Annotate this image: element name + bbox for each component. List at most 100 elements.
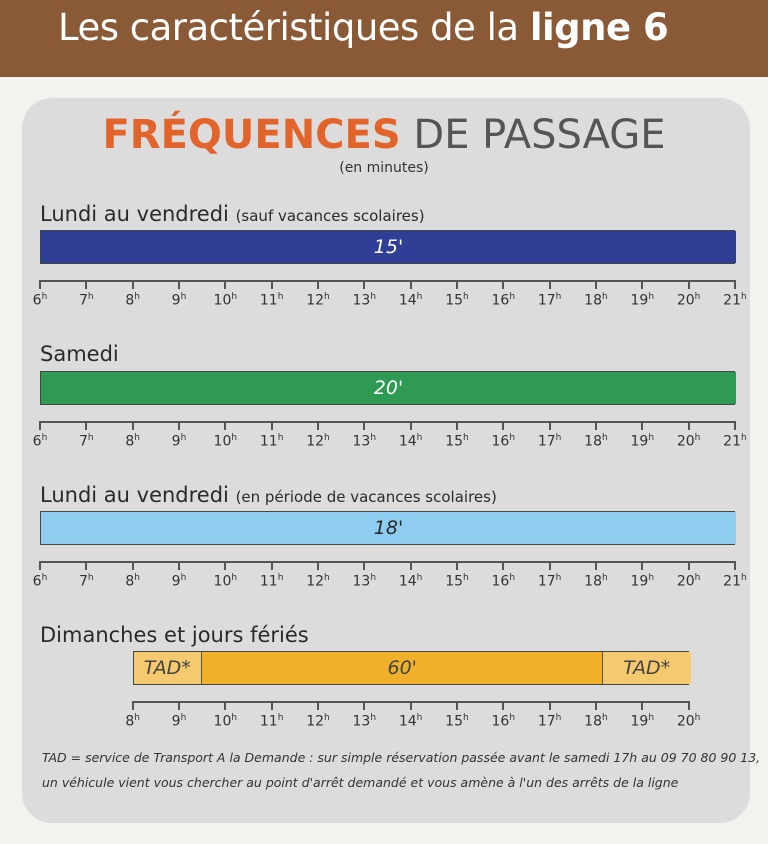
axis-tick-label: 7h xyxy=(79,292,94,309)
axis-tick-label: 15h xyxy=(445,573,469,590)
axis-tick xyxy=(455,421,458,430)
section-note: (en période de vacances scolaires) xyxy=(235,488,497,506)
main-title: FRÉQUENCES DE PASSAGE xyxy=(0,112,768,158)
time-axis: 6h 7h 8h 9h 10h 11h 12h 13h 14h 15h 16h 17h 18h 19h 20… xyxy=(33,561,747,590)
bar-segment: TAD* xyxy=(133,652,201,684)
axis-tick xyxy=(548,701,551,710)
axis-tick-label: 11h xyxy=(259,573,284,590)
frequency-bar: 20' xyxy=(40,371,736,405)
axis-tick-label: 19h xyxy=(630,713,655,730)
axis-tick-label: 9h xyxy=(171,292,187,309)
axis-tick-label: 9h xyxy=(171,433,187,450)
axis-tick xyxy=(363,561,366,570)
axis-tick xyxy=(687,280,690,289)
axis-tick xyxy=(594,701,597,710)
axis-tick-label: 20h xyxy=(676,433,701,450)
axis-tick-label: 7h xyxy=(79,573,94,590)
axis-tick xyxy=(363,280,366,289)
axis-tick xyxy=(270,280,273,289)
axis-tick xyxy=(224,280,227,289)
axis-tick-label: 16h xyxy=(491,292,516,309)
axis-tick xyxy=(316,701,319,710)
axis-tick-label: 20h xyxy=(676,573,701,590)
axis-tick xyxy=(177,561,180,570)
axis-tick-label: 12h xyxy=(306,433,330,450)
axis-tick-label: 10h xyxy=(213,433,238,450)
axis-tick xyxy=(502,280,505,289)
axis-tick xyxy=(224,701,227,710)
axis-tick xyxy=(177,701,180,710)
axis-tick xyxy=(131,421,134,430)
header-banner: Les caractéristiques de la ligne 6 xyxy=(0,0,768,77)
bar-segment: 60' xyxy=(200,652,603,684)
section-title: Lundi au vendredi (sauf vacances scolair… xyxy=(40,202,425,226)
axis-tick xyxy=(687,421,690,430)
axis-tick xyxy=(39,421,41,430)
axis-tick-label: 16h xyxy=(491,573,516,590)
bar-segment: TAD* xyxy=(601,652,691,684)
axis-tick-label: 13h xyxy=(352,433,377,450)
axis-tick-label: 17h xyxy=(537,433,562,450)
axis-tick xyxy=(548,561,551,570)
axis-tick-label: 12h xyxy=(306,713,330,730)
axis-tick xyxy=(502,421,505,430)
axis-tick-label: 15h xyxy=(445,292,469,309)
axis-tick-label: 8h xyxy=(125,292,140,309)
main-title-part1: FRÉQUENCES xyxy=(102,112,401,158)
axis-tick-label: 18h xyxy=(584,292,608,309)
axis-tick-label: 21h xyxy=(723,292,747,309)
axis-tick xyxy=(502,701,505,710)
axis-tick-label: 12h xyxy=(306,573,330,590)
axis-tick-label: 9h xyxy=(171,713,187,730)
axis-tick-label: 8h xyxy=(125,433,140,450)
frequency-bar: TAD* 60' TAD* xyxy=(132,651,691,685)
axis-tick-label: 19h xyxy=(630,573,655,590)
axis-tick xyxy=(409,701,412,710)
axis-tick-label: 19h xyxy=(630,433,655,450)
axis-tick-label: 13h xyxy=(352,713,377,730)
axis-tick xyxy=(502,561,505,570)
axis-tick xyxy=(316,280,319,289)
axis-tick-label: 10h xyxy=(213,713,238,730)
time-axis: 6h 7h 8h 9h 10h 11h 12h 13h 14h 15h 16h 17h 18h 19h 20… xyxy=(33,280,747,309)
axis-tick-label: 17h xyxy=(537,713,562,730)
axis-tick-label: 11h xyxy=(259,433,284,450)
axis-tick xyxy=(270,421,273,430)
header-title-prefix: Les caractéristiques de la xyxy=(58,6,530,49)
section-note: (sauf vacances scolaires) xyxy=(235,207,425,225)
axis-tick-label: 11h xyxy=(259,292,284,309)
axis-tick-label: 10h xyxy=(213,292,238,309)
axis-tick xyxy=(316,421,319,430)
axis-tick-label: 8h xyxy=(125,573,140,590)
section-name: Lundi au vendredi xyxy=(40,483,229,507)
axis-tick-label: 16h xyxy=(491,713,516,730)
axis-tick xyxy=(641,561,644,570)
axis-tick-label: 17h xyxy=(537,292,562,309)
axis-tick-label: 21h xyxy=(723,433,747,450)
axis-tick xyxy=(455,280,458,289)
axis-tick xyxy=(85,280,88,289)
bar-segment: 20' xyxy=(41,372,736,404)
axis-tick xyxy=(641,421,644,430)
footnote-line-1: TAD = service de Transport A la Demande … xyxy=(42,750,761,765)
axis-tick xyxy=(177,421,180,430)
axis-tick xyxy=(316,561,319,570)
axis-tick-label: 6h xyxy=(32,573,48,590)
axis-tick xyxy=(224,421,227,430)
axis-tick-label: 16h xyxy=(491,433,516,450)
axis-tick-label: 19h xyxy=(630,292,655,309)
axis-tick xyxy=(39,280,41,289)
main-subtitle: (en minutes) xyxy=(339,160,429,176)
bar-segment: 15' xyxy=(41,231,736,263)
axis-tick-label: 13h xyxy=(352,292,377,309)
axis-tick xyxy=(594,561,597,570)
axis-tick-label: 18h xyxy=(584,713,608,730)
header-title-bold: ligne 6 xyxy=(529,6,669,49)
main-title-part2: DE PASSAGE xyxy=(400,112,666,158)
axis-tick-label: 17h xyxy=(537,573,562,590)
axis-tick xyxy=(270,561,273,570)
axis-tick xyxy=(594,280,597,289)
axis-tick-label: 8h xyxy=(125,713,140,730)
time-axis: 6h 7h 8h 9h 10h 11h 12h 13h 14h 15h 16h 17h 18h 19h 20… xyxy=(33,421,747,450)
axis-tick-label: 14h xyxy=(398,713,423,730)
